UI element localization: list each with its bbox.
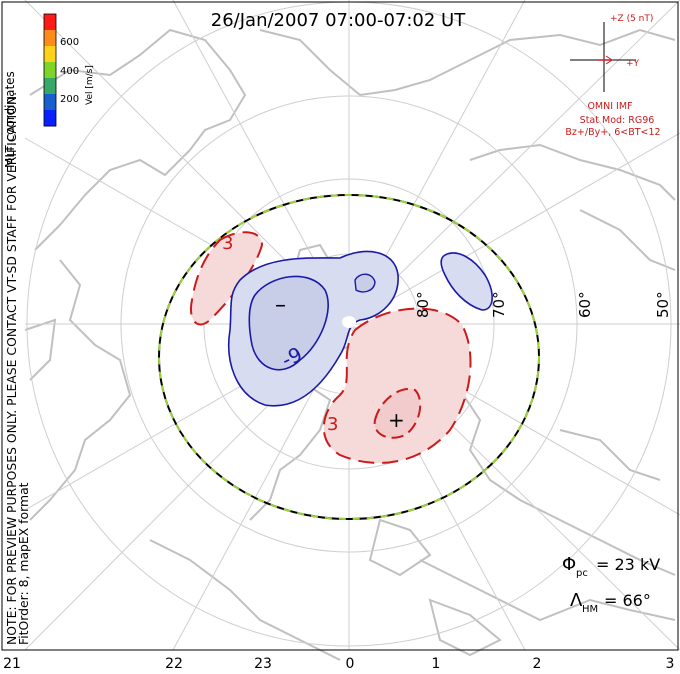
color-scale-swatch	[44, 62, 56, 79]
positive-cell-dawn	[322, 307, 472, 464]
color-scale-swatch	[44, 110, 56, 127]
lambda-symbol: Λ	[570, 590, 583, 611]
imf-z-label: +Z (5 nT)	[610, 14, 653, 24]
mlt-label-23: 23	[254, 656, 272, 672]
mlt-label-22: 22	[165, 656, 183, 672]
hm-latitude-readout: Λ HM = 66°	[570, 590, 651, 615]
phi-symbol: Φ	[562, 554, 576, 575]
latitude-label-50: 50°	[654, 291, 672, 318]
mlt-label-21: 21	[3, 656, 21, 672]
negative-cell-main	[228, 250, 399, 407]
coordinate-system-label: MLT coordinates	[3, 71, 17, 168]
color-scale-swatch	[44, 94, 56, 111]
mlt-label-0: 0	[346, 656, 355, 672]
latitude-label-70: 70°	[490, 291, 508, 318]
phi-value: = 23 kV	[596, 555, 660, 574]
latitude-label-60: 60°	[576, 291, 594, 318]
stat-model: Stat Mod: RG96	[580, 115, 655, 126]
contour-label-plus: +	[388, 408, 405, 432]
imf-y-label: +Y	[626, 59, 640, 69]
contour-label-three-top: 3	[222, 233, 233, 254]
color-scale-swatch	[44, 14, 56, 31]
mlt-axis: 21 22 23 0 1 2 3	[3, 656, 674, 672]
mlt-label-2: 2	[533, 656, 542, 672]
cpcp-readout: Φ pc = 23 kV	[562, 554, 660, 579]
phi-subscript: pc	[576, 568, 588, 579]
color-scale-tick-400: 400	[60, 66, 79, 77]
imf-source: OMNI IMF	[587, 101, 632, 112]
color-scale-frame	[43, 13, 57, 127]
color-scale-label: Vel [m/s]	[85, 65, 95, 105]
preview-note: NOTE: FOR PREVIEW PURPOSES ONLY. PLEASE …	[4, 92, 19, 645]
velocity-color-scale	[43, 13, 57, 127]
pole-marker	[342, 316, 356, 328]
map-title: 26/Jan/2007 07:00-07:02 UT	[211, 10, 466, 31]
imf-clock	[570, 22, 636, 92]
positive-cell-dusk	[190, 231, 264, 326]
color-scale-swatch	[44, 46, 56, 63]
lambda-subscript: HM	[582, 604, 598, 615]
mlt-label-3: 3	[666, 656, 675, 672]
color-scale-tick-600: 600	[60, 37, 79, 48]
latitude-label-80: 80°	[414, 291, 432, 318]
plot-frame	[1, 1, 679, 651]
fitorder-note: FitOrder: 8, mapEX format	[16, 482, 31, 645]
negative-cell-dawn	[440, 252, 493, 311]
hm-boundary	[158, 194, 540, 520]
color-scale-tick-200: 200	[60, 94, 79, 105]
mlt-label-1: 1	[432, 656, 441, 672]
color-scale-swatch	[44, 78, 56, 95]
lambda-value: = 66°	[604, 591, 651, 610]
contour-label-minus: –	[275, 293, 286, 318]
color-scale-swatch	[44, 30, 56, 47]
imf-bin: Bz+/By+, 6<BT<12	[565, 127, 660, 138]
contour-label-three-bottom: 3	[327, 414, 338, 435]
